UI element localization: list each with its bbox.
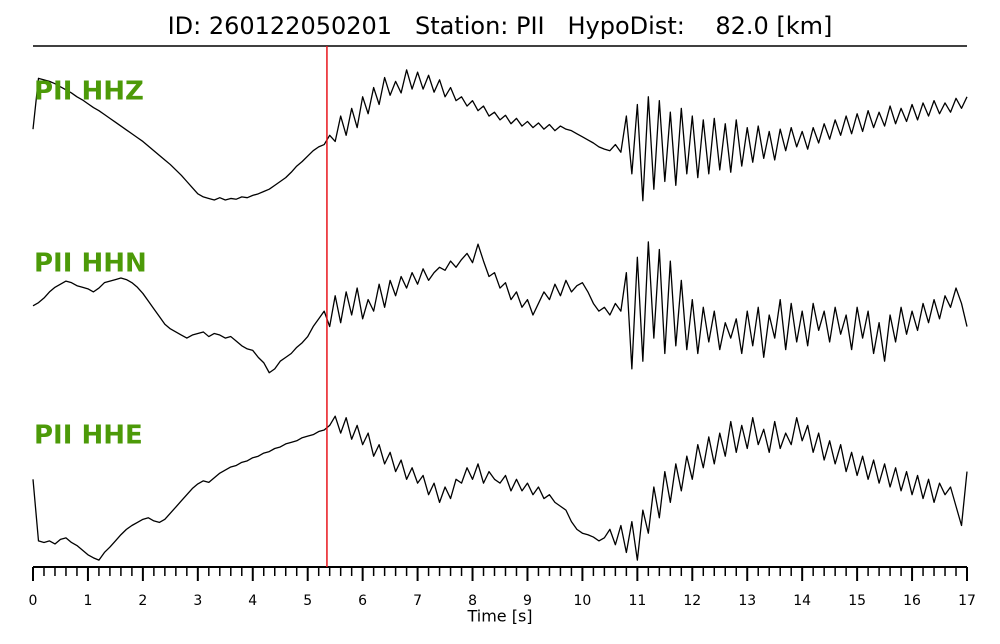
trace <box>32 415 968 561</box>
x-tick-label: 4 <box>248 593 257 609</box>
x-tick-label: 6 <box>358 593 367 609</box>
x-tick-label: 5 <box>303 593 312 609</box>
x-tick-label: 8 <box>468 593 477 609</box>
x-tick-label: 15 <box>848 593 866 609</box>
x-tick-label: 17 <box>958 593 976 609</box>
trace-label: PII HHZ <box>34 77 144 107</box>
x-tick-label: 11 <box>628 593 646 609</box>
x-tick-label: 9 <box>523 593 532 609</box>
x-tick-label: 2 <box>138 593 147 609</box>
trace-label: PII HHN <box>34 249 147 279</box>
trace-label: PII HHE <box>34 421 143 451</box>
x-tick-label: 7 <box>413 593 422 609</box>
x-tick-label: 0 <box>29 593 38 609</box>
x-tick-label: 10 <box>573 593 591 609</box>
trace <box>32 241 968 374</box>
x-tick-label: 1 <box>83 593 92 609</box>
x-tick-label: 3 <box>193 593 202 609</box>
x-tick-label: 12 <box>683 593 701 609</box>
x-axis-label: Time [s] <box>466 607 532 626</box>
x-tick-label: 13 <box>738 593 756 609</box>
x-tick-label: 16 <box>903 593 921 609</box>
x-tick-label: 14 <box>793 593 811 609</box>
chart-title: ID: 260122050201 Station: PII HypoDist: … <box>168 12 833 40</box>
trace <box>32 69 968 202</box>
